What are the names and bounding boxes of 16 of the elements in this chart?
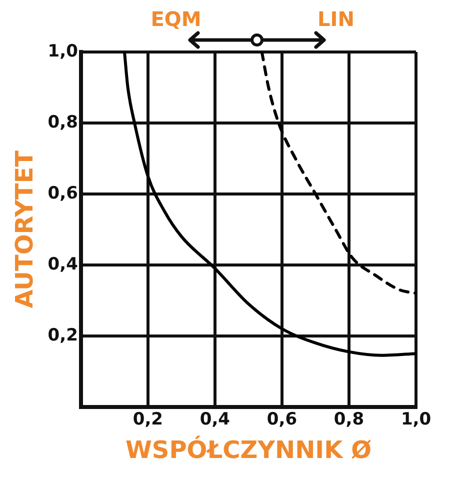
y-tick-label: 0,8 bbox=[48, 112, 78, 132]
x-tick-label: 0,8 bbox=[334, 409, 364, 430]
line-series bbox=[260, 52, 416, 295]
y-tick-label: 0,2 bbox=[48, 325, 78, 346]
y-axis-title: AUTORYTET bbox=[10, 150, 39, 308]
text: LIN bbox=[318, 7, 354, 31]
x-tick-label: 0,6 bbox=[266, 409, 298, 430]
y-tick-label: 0,6 bbox=[48, 183, 78, 204]
x-axis-title: WSPÓŁCZYNNIK Ø bbox=[125, 434, 372, 464]
y-tick-label: 1,0 bbox=[48, 41, 78, 62]
x-tick-label: 0,2 bbox=[132, 409, 163, 430]
x-tick-label: 0,4 bbox=[200, 409, 230, 430]
y-tick-label: 0,4 bbox=[48, 254, 78, 274]
text: EQM bbox=[150, 7, 202, 31]
x-tick-label: 1,0 bbox=[400, 409, 432, 430]
line-series bbox=[122, 52, 416, 357]
